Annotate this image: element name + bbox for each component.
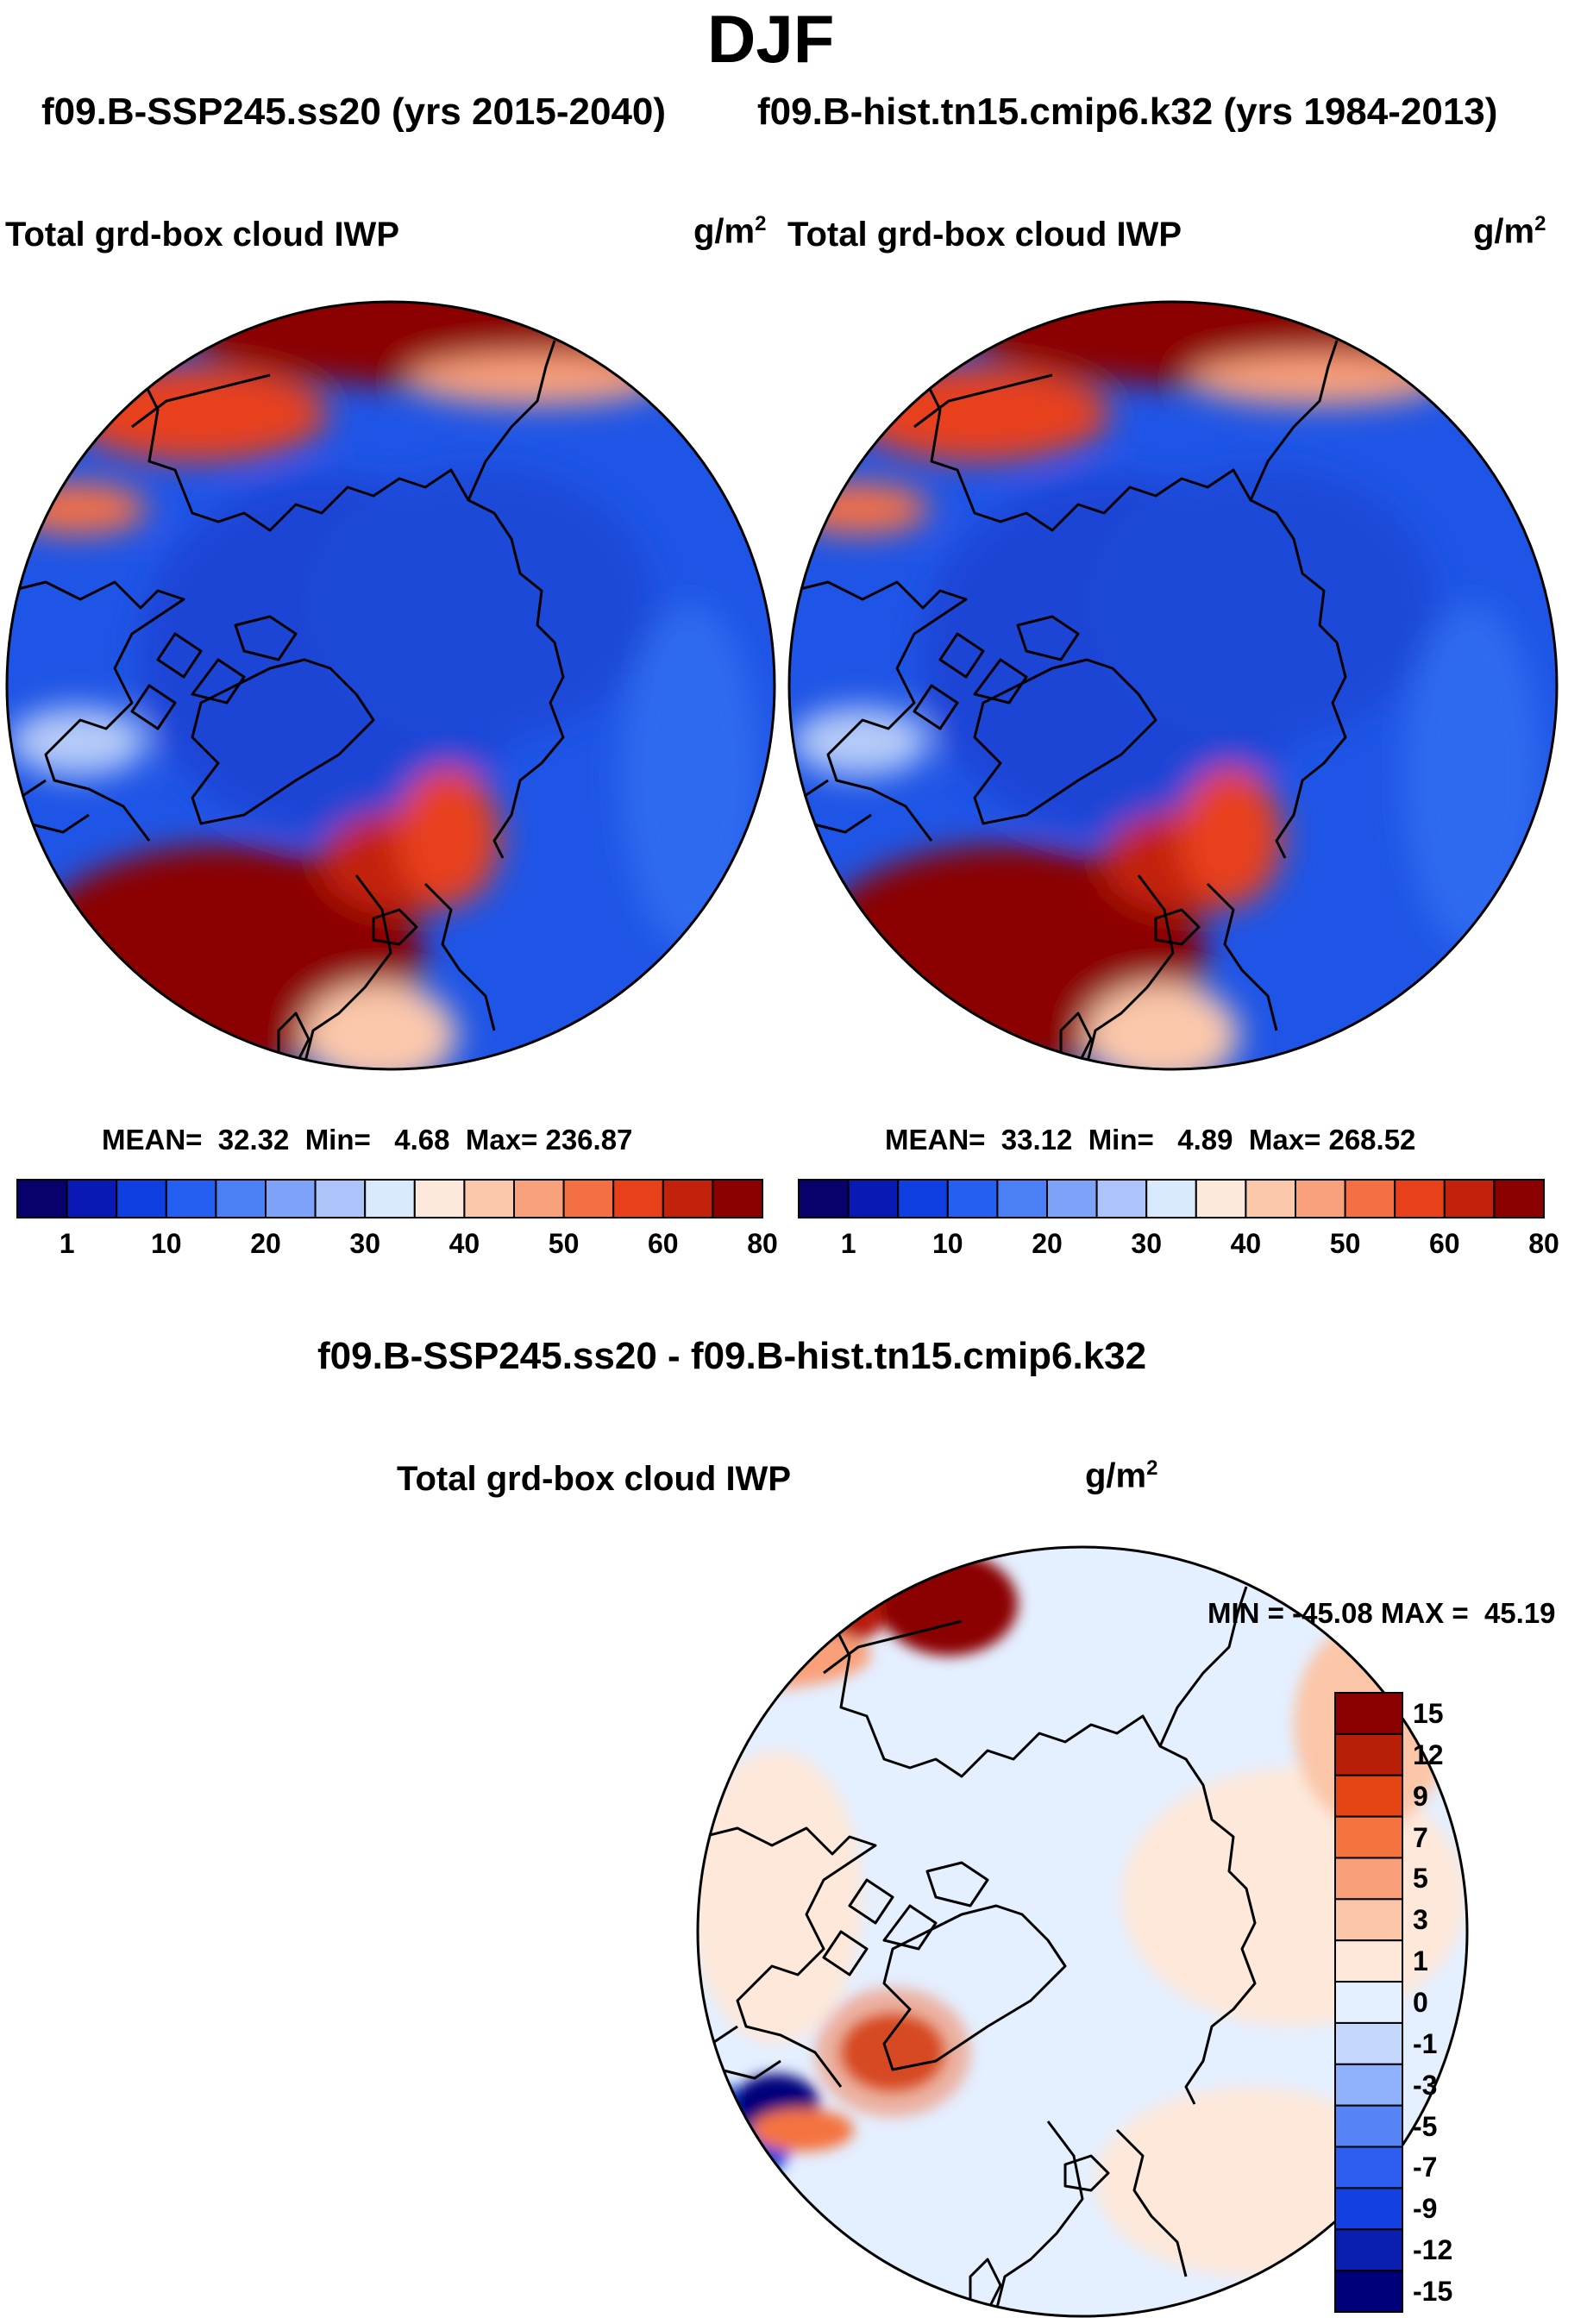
- panel-units-ssp245: g/m2: [693, 212, 767, 251]
- colorbar-difference-tick-label: -15: [1413, 2276, 1453, 2308]
- subtitle-left: f09.B-SSP245.ss20 (yrs 2015-2040): [41, 91, 667, 133]
- difference-variable: Total grd-box cloud IWP: [397, 1460, 791, 1498]
- colorbar-ssp245-swatch: [265, 1179, 317, 1218]
- panel-variable-ssp245: Total grd-box cloud IWP: [5, 216, 399, 254]
- colorbar-difference-swatch: [1334, 1939, 1403, 1983]
- map-panel-hist: [787, 300, 1559, 1071]
- colorbar-hist-tick-label: 80: [1528, 1228, 1559, 1259]
- colorbar-hist-swatch: [1046, 1179, 1098, 1218]
- colorbar-difference-tick-label: 12: [1413, 1738, 1444, 1770]
- colorbar-difference-tick-label: -3: [1413, 2069, 1438, 2101]
- colorbar-difference-swatch: [1334, 1692, 1403, 1735]
- colorbar-ssp245-swatch: [165, 1179, 217, 1218]
- colorbar-difference-swatch: [1334, 1857, 1403, 1901]
- colorbar-difference-swatch: [1334, 1774, 1403, 1818]
- colorbar-ssp245-swatch: [66, 1179, 118, 1218]
- map-panel-difference: [696, 1545, 1469, 2318]
- colorbar-hist-swatch: [1493, 1179, 1546, 1218]
- map-panel-ssp245: [5, 300, 776, 1071]
- colorbar-difference-swatch: [1334, 2270, 1403, 2313]
- colorbar-hist-tick-label: 1: [840, 1228, 856, 1259]
- colorbar-difference-swatch: [1334, 1981, 1403, 2024]
- colorbar-hist-tick-label: 40: [1230, 1228, 1262, 1259]
- colorbar-hist-swatch: [1443, 1179, 1496, 1218]
- colorbar-hist-tick-label: 30: [1131, 1228, 1162, 1259]
- colorbar-hist-swatch: [1394, 1179, 1446, 1218]
- colorbar-difference-swatch: [1334, 2145, 1403, 2189]
- subtitle-right: f09.B-hist.tn15.cmip6.k32 (yrs 1984-2013…: [757, 91, 1498, 133]
- colorbar-ssp245-swatch: [612, 1179, 664, 1218]
- colorbar-ssp245-tick-label: 10: [151, 1228, 182, 1259]
- colorbar-difference-tick-label: 9: [1413, 1780, 1428, 1812]
- season-title: DJF: [707, 1, 835, 77]
- colorbar-difference-swatch: [1334, 2228, 1403, 2272]
- panel-variable-hist: Total grd-box cloud IWP: [787, 216, 1182, 254]
- colorbar-hist-swatch: [1344, 1179, 1396, 1218]
- colorbar-hist-tick-label: 20: [1032, 1228, 1063, 1259]
- colorbar-ssp245-swatch: [116, 1179, 167, 1218]
- colorbar-difference-tick-label: 1: [1413, 1945, 1428, 1977]
- colorbar-hist-swatch: [1295, 1179, 1346, 1218]
- colorbar-hist-swatch: [1195, 1179, 1247, 1218]
- colorbar-difference: [1334, 1692, 1403, 2313]
- colorbar-ssp245-tick-label: 30: [349, 1228, 380, 1259]
- colorbar-difference-swatch: [1334, 2021, 1403, 2065]
- colorbar-ssp245-swatch: [662, 1179, 714, 1218]
- colorbar-ssp245-tick-label: 50: [548, 1228, 580, 1259]
- colorbar-ssp245-swatch: [16, 1179, 68, 1218]
- colorbar-hist-swatch: [1095, 1179, 1148, 1218]
- colorbar-ssp245-tick-label: 60: [648, 1228, 679, 1259]
- panel-stats-ssp245: MEAN= 32.32 Min= 4.68 Max= 236.87: [102, 1124, 633, 1156]
- colorbar-ssp245-swatch: [215, 1179, 267, 1218]
- colorbar-hist-swatch: [1145, 1179, 1197, 1218]
- colorbar-ssp245-swatch: [413, 1179, 466, 1218]
- colorbar-hist-swatch: [1245, 1179, 1297, 1218]
- colorbar-ssp245-swatch: [314, 1179, 367, 1218]
- colorbar-difference-tick-label: -12: [1413, 2234, 1453, 2266]
- panel-stats-hist: MEAN= 33.12 Min= 4.89 Max= 268.52: [885, 1124, 1416, 1156]
- colorbar-difference-tick-label: 3: [1413, 1904, 1428, 1936]
- colorbar-difference-swatch: [1334, 2187, 1403, 2231]
- colorbar-difference-swatch: [1334, 1815, 1403, 1859]
- colorbar-hist-swatch: [897, 1179, 949, 1218]
- colorbar-difference-tick-label: -1: [1413, 2027, 1438, 2059]
- colorbar-ssp245-tick-label: 40: [448, 1228, 480, 1259]
- colorbar-ssp245-swatch: [712, 1179, 764, 1218]
- colorbar-difference-tick-label: -9: [1413, 2193, 1438, 2225]
- colorbar-ssp245-tick-label: 20: [250, 1228, 281, 1259]
- colorbar-difference-tick-label: 0: [1413, 1987, 1428, 2018]
- colorbar-hist-swatch: [798, 1179, 850, 1218]
- colorbar-difference-swatch: [1334, 2063, 1403, 2107]
- colorbar-ssp245-swatch: [463, 1179, 516, 1218]
- colorbar-hist-swatch: [946, 1179, 999, 1218]
- colorbar-hist-swatch: [996, 1179, 1049, 1218]
- panel-units-hist: g/m2: [1473, 212, 1546, 251]
- colorbar-difference-tick-label: 7: [1413, 1821, 1428, 1853]
- colorbar-ssp245-swatch: [562, 1179, 615, 1218]
- colorbar-difference-tick-label: 5: [1413, 1863, 1428, 1895]
- colorbar-ssp245-tick-label: 80: [747, 1228, 778, 1259]
- colorbar-ssp245-tick-label: 1: [59, 1228, 75, 1259]
- colorbar-difference-tick-label: -7: [1413, 2152, 1438, 2183]
- colorbar-hist-tick-label: 60: [1429, 1228, 1460, 1259]
- colorbar-hist-swatch: [847, 1179, 900, 1218]
- colorbar-difference-swatch: [1334, 2104, 1403, 2148]
- difference-minmax: MIN = -45.08 MAX = 45.19: [1208, 1597, 1556, 1629]
- colorbar-difference-tick-label: -5: [1413, 2110, 1438, 2142]
- colorbar-hist-tick-label: 10: [932, 1228, 963, 1259]
- colorbar-difference-swatch: [1334, 1898, 1403, 1942]
- colorbar-ssp245: [16, 1179, 764, 1218]
- colorbar-hist-tick-label: 50: [1329, 1228, 1361, 1259]
- colorbar-difference-swatch: [1334, 1732, 1403, 1776]
- colorbar-difference-tick-label: 15: [1413, 1697, 1444, 1729]
- difference-units: g/m2: [1085, 1456, 1158, 1495]
- colorbar-ssp245-swatch: [513, 1179, 565, 1218]
- colorbar-hist: [798, 1179, 1546, 1218]
- difference-title: f09.B-SSP245.ss20 - f09.B-hist.tn15.cmip…: [317, 1335, 1147, 1377]
- colorbar-ssp245-swatch: [364, 1179, 416, 1218]
